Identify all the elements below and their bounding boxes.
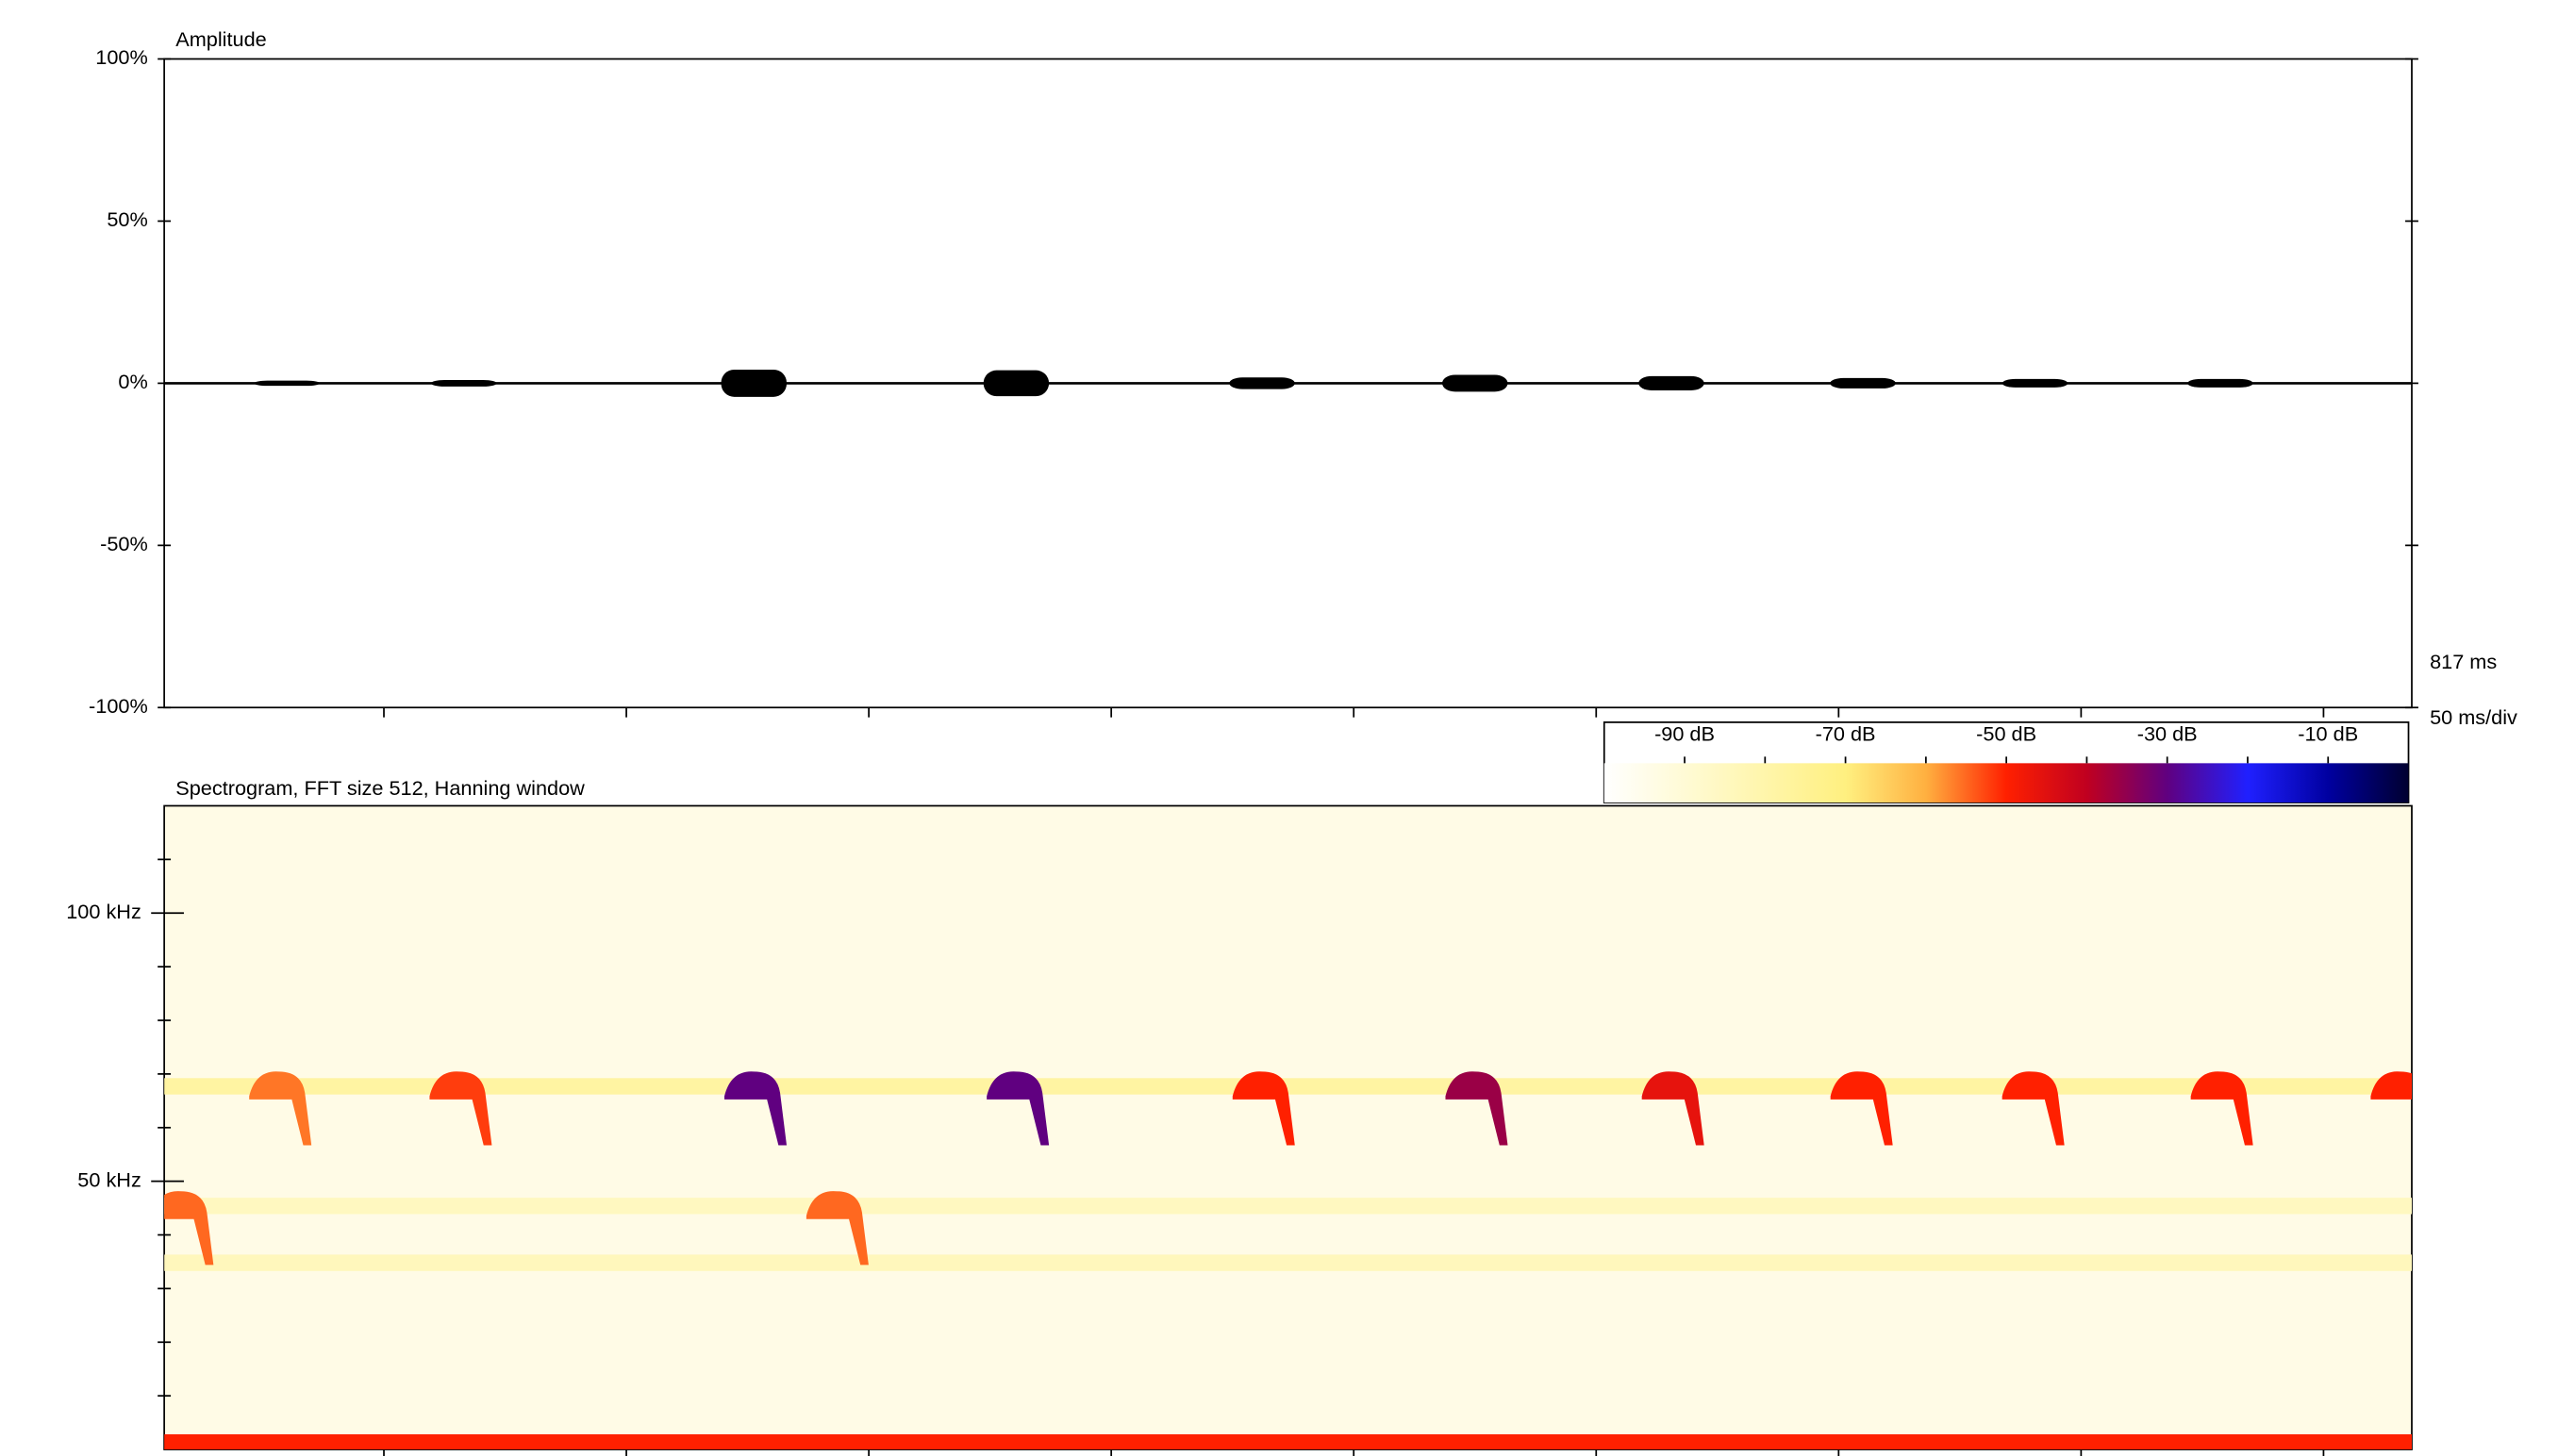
scale-label: 50 ms/div	[2430, 705, 2517, 729]
y-tick-label: 50%	[107, 207, 147, 231]
call	[429, 1071, 492, 1146]
colorbar-label: -90 dB	[1654, 722, 1715, 746]
colorbar	[1603, 763, 2409, 803]
pulse	[2187, 378, 2253, 388]
y-tick-label: 100 kHz	[66, 900, 141, 923]
call	[2002, 1071, 2065, 1146]
spectrogram-marks	[164, 1071, 2412, 1450]
pulse	[254, 380, 320, 387]
call	[164, 1191, 214, 1266]
call	[2190, 1071, 2253, 1146]
band	[164, 1198, 2412, 1215]
call	[1232, 1071, 1295, 1146]
band	[164, 1433, 2412, 1450]
pulse	[431, 379, 497, 387]
pulse	[2002, 378, 2068, 388]
call	[249, 1071, 312, 1146]
y-tick-label: 100%	[95, 45, 147, 69]
y-tick-label: -100%	[89, 694, 148, 718]
call	[1641, 1071, 1704, 1146]
colorbar-label: -50 dB	[1976, 722, 2036, 746]
call	[806, 1191, 869, 1266]
call	[1445, 1071, 1508, 1146]
y-tick-label: 50 kHz	[77, 1167, 141, 1191]
spectrogram-title: Spectrogram, FFT size 512, Hanning windo…	[175, 776, 585, 800]
call	[2370, 1071, 2412, 1100]
colorbar-label: -30 dB	[2137, 722, 2198, 746]
colorbar-label: -70 dB	[1816, 722, 1876, 746]
y-tick-label: 0%	[118, 370, 147, 393]
call	[1830, 1071, 1893, 1146]
colorbar-label: -10 dB	[2298, 722, 2358, 746]
call	[724, 1071, 788, 1146]
pulse	[1229, 377, 1295, 389]
band	[164, 1254, 2412, 1271]
waveform-title: Amplitude	[175, 27, 266, 51]
pulse	[1638, 375, 1704, 390]
pulse	[721, 369, 788, 397]
call	[987, 1071, 1050, 1146]
y-tick-label: -50%	[100, 532, 148, 555]
pulse	[1830, 377, 1896, 389]
length-label: 817 ms	[2430, 650, 2497, 673]
pulse	[1442, 374, 1508, 392]
pulse	[983, 370, 1050, 397]
